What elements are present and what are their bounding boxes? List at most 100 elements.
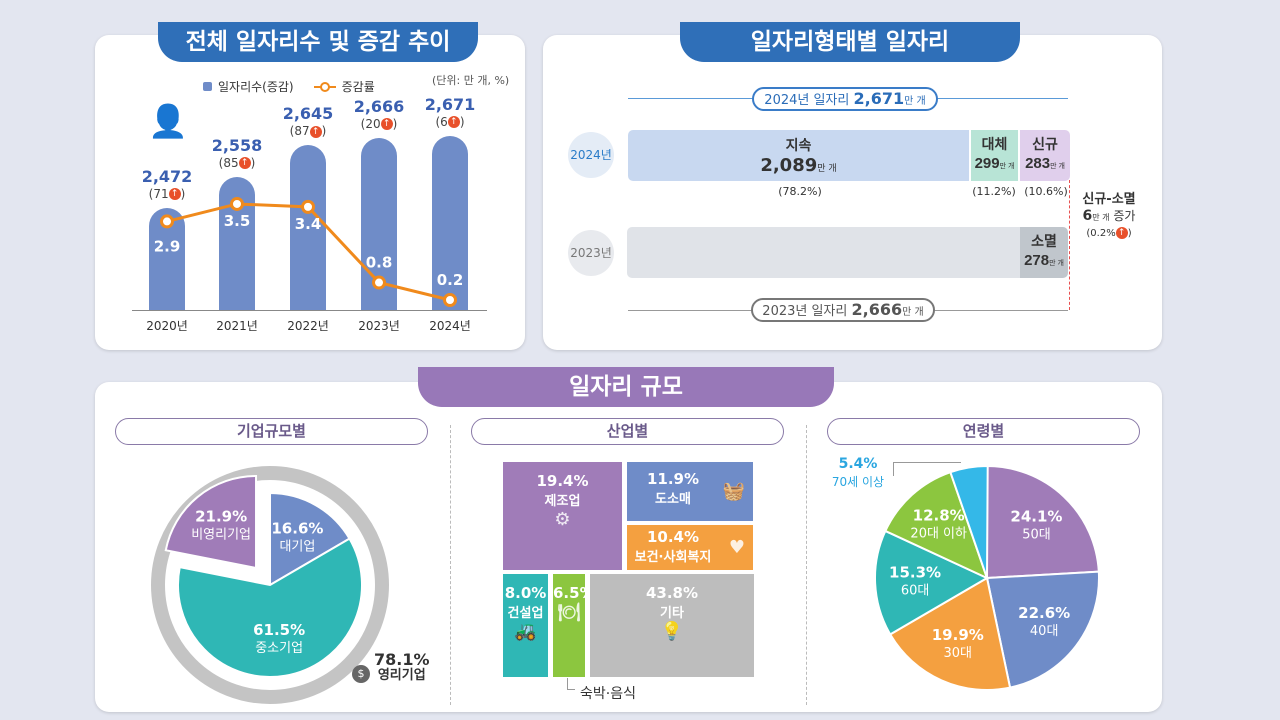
replaced-value: 299	[974, 155, 1000, 172]
up-arrow-icon: ↑	[238, 157, 251, 170]
for-profit-label: 78.1% 영리기업	[374, 652, 430, 684]
for-profit-pct: 78.1%	[374, 650, 430, 669]
replaced-pct: (11.2%)	[972, 185, 1016, 198]
total-2023-value: 2,666	[851, 300, 903, 319]
total-2023-pill: 2023년 일자리 2,666만 개	[751, 298, 935, 322]
treemap-cell: 11.9% 도소매 🧺	[627, 462, 753, 521]
jobs-trend-title: 전체 일자리수 및 증감 추이	[158, 22, 478, 62]
cell-pct: 19.4%	[536, 472, 589, 490]
pie-slice	[949, 465, 989, 579]
x-tick-label: 2021년	[216, 319, 258, 333]
bar-change-label: (85 ↑)	[218, 155, 256, 170]
pie-slice	[874, 529, 990, 636]
unit: 만 개	[999, 163, 1015, 170]
bar-change-label: (6 ↑)	[435, 114, 465, 129]
up-arrow-icon: ↑	[1115, 227, 1128, 239]
unit: 만 개	[1049, 260, 1064, 267]
pie-slice	[888, 576, 1012, 691]
total-2023-label: 2023년 일자리	[762, 304, 848, 319]
basket-icon: 🧺	[722, 480, 745, 502]
cell-label: 보건·사회복지	[634, 550, 712, 565]
up-arrow-icon: ↑	[309, 125, 322, 138]
pie-slice	[986, 464, 1100, 580]
x-tick-label: 2024년	[429, 319, 471, 333]
slice-name-label: 50대	[1022, 528, 1051, 543]
continued-pct: (78.2%)	[778, 185, 822, 198]
bar-value-label: 2,558	[211, 135, 263, 155]
pie-slice	[884, 470, 989, 580]
total-2024-pill: 2024년 일자리 2,671만 개	[752, 87, 938, 111]
disappeared-value: 278	[1024, 252, 1050, 269]
net-suffix: 증가	[1113, 209, 1136, 223]
slice-pct-label: 24.1%	[1010, 508, 1062, 526]
bar-value-label: 2,645	[282, 104, 334, 124]
legend-line-swatch	[313, 81, 336, 92]
leader-line	[567, 678, 575, 690]
rate-point	[160, 214, 174, 229]
up-arrow-icon: ↑	[380, 118, 393, 131]
cell-label: 도소매	[655, 492, 691, 507]
subtitle-company-size: 기업규모별	[115, 418, 428, 445]
treemap-cell: 19.4% 제조업 ⚙	[503, 462, 622, 570]
rate-label: 0.8	[366, 254, 393, 272]
bar-2023	[627, 227, 1020, 278]
slice-pct-label: 16.6%	[271, 519, 323, 537]
bar-disappeared: 소멸 278만 개	[1020, 227, 1068, 278]
pie-slice	[269, 491, 351, 587]
rate-point	[301, 199, 315, 214]
slice-name-label: 대기업	[279, 539, 315, 554]
pie-slice	[177, 537, 363, 678]
treemap-cell: 10.4% 보건·사회복지 ♥	[627, 525, 753, 570]
up-arrow-icon: ↑	[447, 116, 460, 129]
worker-icon: 👤	[148, 102, 188, 140]
year-2023-badge: 2023년	[568, 230, 614, 276]
cell-pct: 6.5%	[553, 584, 595, 602]
x-tick-label: 2023년	[358, 319, 400, 333]
excavator-icon: 🚜	[514, 621, 537, 642]
subtitle-age: 연령별	[827, 418, 1140, 445]
treemap-cell: 6.5% 🍽	[553, 574, 595, 677]
legend: 일자리수(증감) 증감률	[203, 78, 375, 95]
slice-pct-label: 22.6%	[1018, 604, 1070, 622]
rate-label: 2.9	[154, 237, 181, 255]
disappeared-label: 소멸	[1031, 233, 1057, 249]
growth-rate-line: 2.9 3.5 3.4 0.8 0.2	[154, 196, 463, 307]
treemap-cell: 43.8% 기타 💡	[590, 574, 754, 677]
leader-line	[893, 462, 961, 476]
legend-bar-swatch	[203, 82, 212, 91]
divider	[450, 425, 451, 705]
rate-point	[372, 275, 386, 290]
slice-pct-label: 61.5%	[253, 621, 305, 639]
rate-label: 3.4	[295, 215, 322, 233]
bar-2024년	[432, 135, 468, 310]
slice-name-label: 60대	[901, 583, 930, 598]
bar-change-label: (87 ↑)	[289, 124, 327, 139]
slice-name-label: 중소기업	[255, 641, 303, 656]
unit: 만 개	[904, 96, 926, 107]
cell-pct: 43.8%	[645, 584, 699, 602]
bar-value-label: 2,472	[141, 166, 193, 186]
cell-label: 제조업	[544, 494, 581, 509]
bar-value-label: 2,666	[353, 96, 405, 116]
subtitle-industry: 산업별	[471, 418, 784, 445]
bar-value-label: 2,671	[424, 94, 476, 114]
lightbulb-icon: 💡	[660, 621, 684, 642]
x-tick-label: 2020년	[146, 319, 188, 333]
net-dashed-line	[1069, 180, 1070, 310]
slice-name-label: 비영리기업	[191, 528, 251, 543]
net-pct: (0.2%	[1086, 228, 1116, 239]
replaced-label: 대체	[981, 136, 1008, 152]
slice-name-label: 40대	[1030, 624, 1059, 639]
x-tick-label: 2022년	[287, 319, 329, 333]
cell-pct: 10.4%	[646, 528, 700, 546]
net-label: 신규-소멸	[1082, 192, 1136, 207]
net-change: 신규-소멸 6만 개 증가 (0.2% ↑)	[1074, 192, 1144, 242]
job-type-title: 일자리형태별 일자리	[680, 22, 1020, 62]
rate-point	[443, 293, 457, 307]
cell-label: 건설업	[507, 606, 544, 621]
bar-continued: 지속 2,089만 개	[628, 130, 969, 181]
total-2024-label: 2024년 일자리	[764, 93, 850, 108]
slice-pct-label: 19.9%	[932, 626, 984, 644]
year-2024-badge: 2024년	[568, 132, 614, 178]
bar-replaced: 대체 299만 개	[971, 130, 1018, 181]
